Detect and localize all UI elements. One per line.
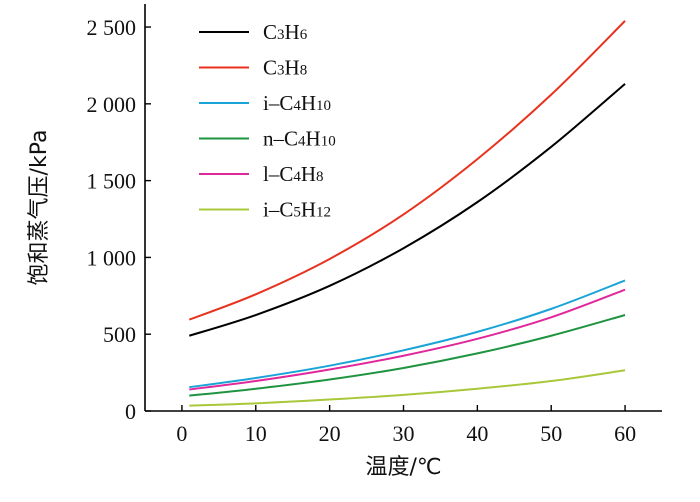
legend-entry-label: l–C4H8 [263,162,324,186]
series-line-i-c4h10 [189,279,626,389]
legend-entry-label: i–C5H12 [263,198,331,222]
series-line-l-c4h8 [189,288,626,391]
y-tick-label: 2 500 [87,15,137,40]
y-axis-label: 饱和蒸气压/kPa [27,130,52,286]
legend-entry-label: C3H8 [263,56,307,80]
legend-entry-label: C3H6 [263,20,308,44]
x-tick-label: 20 [319,421,341,446]
series-line-n-c4h10 [189,314,626,397]
x-tick-label: 60 [614,421,636,446]
legend-entry-label: i–C4H10 [263,91,331,115]
axes: 0 10 20 30 40 50 60 0 500 1 000 1 500 2 000 2 500 [87,4,662,446]
x-axis-label: 温度/℃ [365,455,441,480]
y-tick-label: 500 [103,322,136,347]
x-tick-label: 50 [540,421,562,446]
series-line-c3h8 [188,20,626,321]
x-tick-label: 10 [245,421,267,446]
legend-entry-label: n–C4H10 [263,127,336,151]
y-tick-label: 1 500 [87,169,137,194]
y-tick-label: 1 000 [87,245,137,270]
series-line-c3h6 [189,83,626,337]
x-tick-label: 40 [466,421,488,446]
legend: C3H6 C3H8 i–C4H10 n–C4H10 l–C4H8 i–C5H12 [199,20,336,222]
x-tick-label: 0 [176,421,187,446]
y-tick-label: 0 [125,399,136,424]
y-tick-label: 2 000 [87,92,137,117]
series-line-i-c5h12 [189,369,626,407]
series-layer [188,20,626,407]
x-tick-label: 30 [393,421,415,446]
